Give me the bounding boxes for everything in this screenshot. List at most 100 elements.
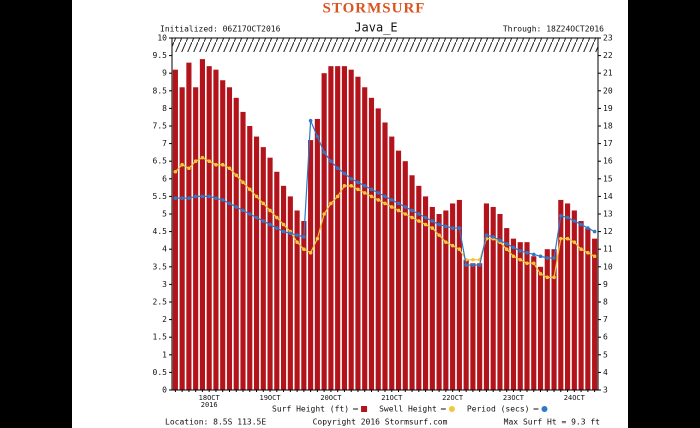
y-tick-label: 3 xyxy=(162,280,167,289)
point-marker xyxy=(200,194,205,199)
y2-tick-label: 23 xyxy=(603,34,613,43)
y-tick-label: 2.5 xyxy=(153,298,168,307)
point-marker xyxy=(227,166,232,171)
point-marker xyxy=(491,235,495,239)
point-marker xyxy=(464,263,468,267)
point-marker xyxy=(207,194,211,199)
y-tick-label: 7.5 xyxy=(153,122,168,131)
point-marker xyxy=(586,226,590,230)
point-marker xyxy=(457,226,462,230)
bar xyxy=(220,80,226,391)
point-marker xyxy=(410,215,414,220)
bar xyxy=(429,206,435,390)
point-marker xyxy=(234,173,239,178)
point-marker xyxy=(559,236,563,241)
bar xyxy=(537,266,544,390)
location: Location: 8.5S 113.5E xyxy=(165,418,266,427)
point-marker xyxy=(423,222,428,227)
point-marker xyxy=(295,233,299,237)
max-surf: Max Surf Ht = 9.3 ft xyxy=(504,418,601,427)
bar xyxy=(301,221,307,390)
point-marker xyxy=(538,272,543,276)
point-marker xyxy=(471,257,475,262)
y2-tick-label: 20 xyxy=(603,86,613,95)
point-marker xyxy=(342,171,347,176)
point-marker xyxy=(268,222,272,227)
y2-tick-label: 14 xyxy=(603,192,613,201)
point-marker xyxy=(484,233,489,237)
y-tick-label: 4.5 xyxy=(153,227,168,236)
point-marker xyxy=(504,242,509,246)
point-marker xyxy=(592,229,597,234)
y2-tick-label: 6 xyxy=(603,333,608,342)
point-marker xyxy=(531,261,536,266)
point-marker xyxy=(579,247,583,251)
point-marker xyxy=(315,236,320,241)
bar xyxy=(341,66,347,390)
point-marker xyxy=(329,159,333,163)
point-marker xyxy=(383,201,387,206)
point-marker xyxy=(288,231,293,236)
initialized: Initialized: 06Z17OCT2016 xyxy=(160,25,281,34)
point-marker xyxy=(572,240,577,244)
point-marker xyxy=(403,205,408,209)
legend-label: Surf Height (ft) xyxy=(272,405,349,414)
point-marker xyxy=(565,215,570,220)
bar xyxy=(578,221,584,390)
point-marker xyxy=(193,194,198,199)
point-marker xyxy=(525,250,529,255)
legend-label: Swell Height xyxy=(379,405,437,414)
hatch-band xyxy=(172,38,598,52)
legend-swatch xyxy=(541,406,548,412)
point-marker xyxy=(315,134,320,139)
point-marker xyxy=(308,118,313,123)
bar xyxy=(193,87,199,390)
bar xyxy=(368,97,375,390)
point-marker xyxy=(552,275,556,280)
point-marker xyxy=(261,219,266,223)
y2-tick-label: 18 xyxy=(603,122,613,131)
point-marker xyxy=(410,208,414,213)
point-marker xyxy=(450,243,455,248)
bar xyxy=(395,150,402,390)
y-tick-label: 1.5 xyxy=(153,333,168,342)
bar xyxy=(490,206,496,390)
y-tick-label: 2 xyxy=(162,315,167,324)
bar xyxy=(375,108,381,391)
x-tick-label: 19OCT xyxy=(260,394,282,402)
bar xyxy=(382,122,388,390)
y2-tick-label: 17 xyxy=(603,139,613,148)
through: Through: 18Z24OCT2016 xyxy=(503,25,604,34)
y2-tick-label: 19 xyxy=(603,104,613,113)
point-marker xyxy=(308,250,313,255)
point-marker xyxy=(396,201,401,206)
legend-swatch xyxy=(448,406,455,412)
point-marker xyxy=(227,201,232,206)
bar xyxy=(213,69,219,391)
y2-tick-label: 21 xyxy=(603,69,613,78)
point-marker xyxy=(389,198,394,202)
point-marker xyxy=(437,222,441,227)
bar xyxy=(389,136,395,390)
bar xyxy=(423,196,429,390)
bar xyxy=(551,249,557,390)
bar xyxy=(456,199,462,390)
point-marker xyxy=(376,198,381,202)
point-marker xyxy=(322,150,326,155)
point-marker xyxy=(207,159,211,163)
point-marker xyxy=(579,222,583,227)
point-marker xyxy=(525,261,529,266)
point-marker xyxy=(335,194,340,199)
point-marker xyxy=(362,184,367,188)
point-marker xyxy=(531,252,536,257)
y2-tick-label: 10 xyxy=(603,262,613,271)
point-marker xyxy=(444,224,448,229)
bar xyxy=(483,203,489,390)
point-marker xyxy=(254,194,259,199)
point-marker xyxy=(383,194,387,199)
bar xyxy=(592,238,598,390)
bar xyxy=(497,214,503,390)
y2-tick-label: 16 xyxy=(603,157,613,166)
bar xyxy=(206,66,212,390)
